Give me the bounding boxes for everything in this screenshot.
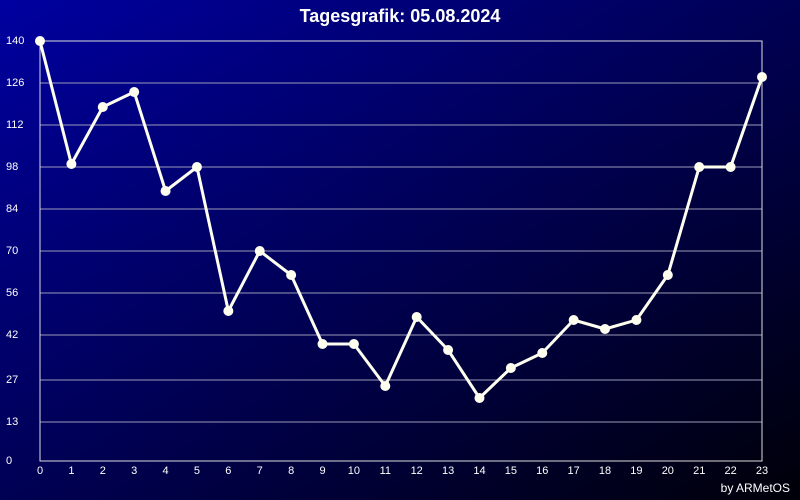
data-point: [35, 36, 45, 46]
x-tick-label: 15: [505, 465, 517, 477]
x-tick-label: 8: [288, 465, 294, 477]
x-tick-label: 16: [536, 465, 548, 477]
x-tick-label: 19: [630, 465, 642, 477]
x-tick-label: 10: [348, 465, 360, 477]
y-tick-label: 84: [6, 203, 18, 215]
x-tick-label: 14: [473, 465, 485, 477]
x-tick-label: 4: [163, 465, 169, 477]
data-point: [662, 270, 673, 280]
x-tick-label: 11: [380, 465, 391, 477]
y-tick-label: 140: [6, 35, 24, 47]
x-tick-label: 3: [131, 465, 137, 477]
data-point: [631, 315, 642, 325]
x-tick-label: 21: [693, 465, 705, 477]
data-point: [725, 162, 736, 172]
data-point: [129, 87, 140, 97]
data-point: [600, 324, 611, 334]
data-point: [66, 159, 77, 169]
x-tick-label: 13: [442, 465, 454, 477]
data-point: [317, 339, 328, 349]
data-point: [757, 72, 767, 82]
data-point: [411, 312, 422, 322]
data-point: [348, 339, 359, 349]
data-point: [97, 102, 108, 112]
x-tick-label: 6: [225, 465, 231, 477]
y-tick-label: 13: [6, 416, 18, 428]
x-tick-label: 0: [37, 465, 43, 477]
plot-border: [39, 40, 763, 462]
chart-title: Tagesgrafik: 05.08.2024: [300, 6, 501, 26]
data-point: [537, 348, 548, 358]
x-tick-label: 7: [257, 465, 263, 477]
y-tick-label: 56: [6, 287, 18, 299]
x-tick-label: 17: [568, 465, 580, 477]
data-point: [474, 393, 485, 403]
y-tick-label: 0: [6, 455, 12, 467]
x-tick-label: 22: [724, 465, 736, 477]
data-point: [694, 162, 705, 172]
data-line: [38, 40, 764, 400]
y-tick-label: 70: [6, 245, 18, 257]
x-tick-label: 12: [411, 465, 423, 477]
data-point: [443, 345, 454, 355]
y-tick-label: 27: [6, 374, 18, 386]
x-tick-label: 1: [68, 465, 74, 477]
data-point: [160, 186, 171, 196]
x-tick-label: 18: [599, 465, 611, 477]
credit: by ARMetOS: [721, 481, 790, 495]
y-tick-label: 126: [6, 77, 24, 89]
data-point: [254, 246, 265, 256]
y-tick-label: 98: [6, 161, 18, 173]
x-tick-label: 23: [756, 465, 768, 477]
x-tick-label: 20: [662, 465, 674, 477]
data-point: [286, 270, 297, 280]
y-tick-label: 112: [6, 119, 24, 131]
data-point: [223, 306, 234, 316]
x-tick-label: 2: [100, 465, 106, 477]
data-point: [568, 315, 579, 325]
x-tick-label: 5: [194, 465, 200, 477]
x-tick-label: 9: [319, 465, 325, 477]
y-tick-label: 42: [6, 329, 18, 341]
data-point: [505, 363, 516, 373]
data-point: [191, 162, 202, 172]
data-point: [380, 381, 391, 391]
